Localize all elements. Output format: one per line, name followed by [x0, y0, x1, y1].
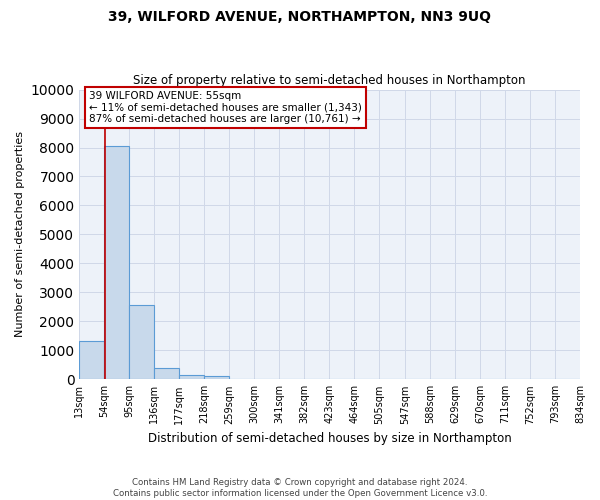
Bar: [154, 368, 179, 380]
Text: 39 WILFORD AVENUE: 55sqm
← 11% of semi-detached houses are smaller (1,343)
87% o: 39 WILFORD AVENUE: 55sqm ← 11% of semi-d…: [89, 91, 362, 124]
Bar: [130, 306, 154, 380]
Bar: [79, 341, 104, 380]
Bar: [205, 376, 229, 380]
Text: 39, WILFORD AVENUE, NORTHAMPTON, NN3 9UQ: 39, WILFORD AVENUE, NORTHAMPTON, NN3 9UQ: [109, 10, 491, 24]
Text: Contains HM Land Registry data © Crown copyright and database right 2024.
Contai: Contains HM Land Registry data © Crown c…: [113, 478, 487, 498]
Y-axis label: Number of semi-detached properties: Number of semi-detached properties: [15, 132, 25, 338]
X-axis label: Distribution of semi-detached houses by size in Northampton: Distribution of semi-detached houses by …: [148, 432, 512, 445]
Bar: [179, 375, 205, 380]
Title: Size of property relative to semi-detached houses in Northampton: Size of property relative to semi-detach…: [133, 74, 526, 87]
Bar: [104, 146, 130, 380]
